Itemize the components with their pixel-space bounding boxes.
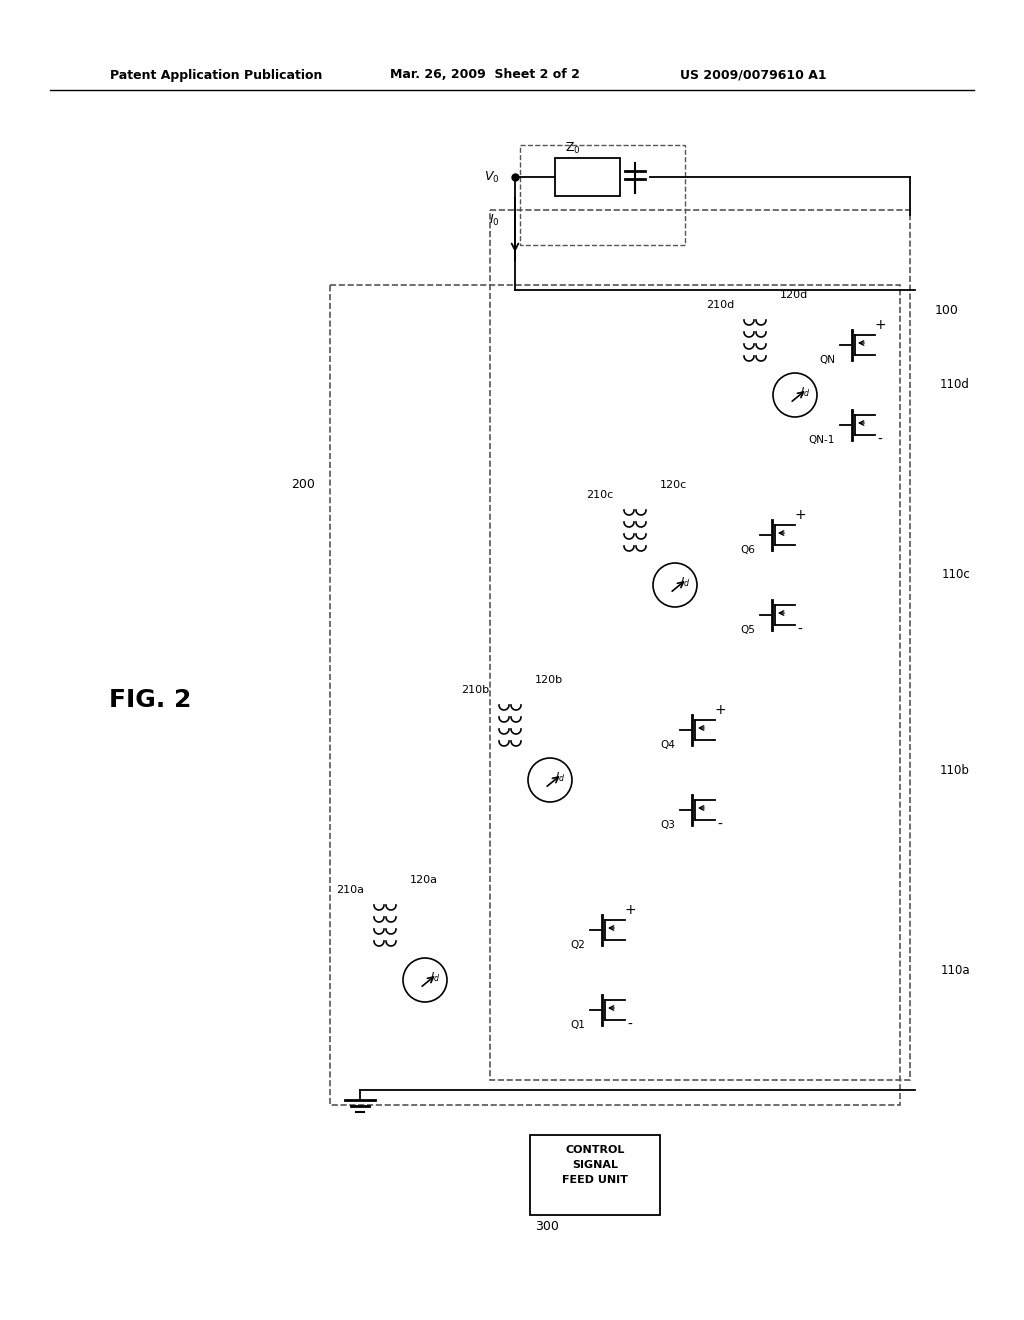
Text: -: - bbox=[628, 1018, 633, 1032]
Text: CONTROL: CONTROL bbox=[565, 1144, 625, 1155]
Text: Z$_0$: Z$_0$ bbox=[565, 140, 581, 156]
Text: $I_d$: $I_d$ bbox=[680, 576, 690, 589]
Text: +: + bbox=[874, 318, 886, 333]
Text: Q6: Q6 bbox=[740, 545, 755, 554]
Text: +: + bbox=[625, 903, 636, 917]
Text: 110d: 110d bbox=[940, 379, 970, 392]
Text: $I_d$: $I_d$ bbox=[430, 970, 440, 983]
Text: FEED UNIT: FEED UNIT bbox=[562, 1175, 628, 1185]
Text: 300: 300 bbox=[535, 1221, 559, 1233]
Text: 200: 200 bbox=[291, 479, 315, 491]
Text: $I_d$: $I_d$ bbox=[800, 385, 810, 399]
Text: Q3: Q3 bbox=[660, 820, 675, 830]
Text: Mar. 26, 2009  Sheet 2 of 2: Mar. 26, 2009 Sheet 2 of 2 bbox=[390, 69, 580, 82]
Text: -: - bbox=[878, 433, 883, 447]
Text: -: - bbox=[718, 818, 723, 832]
Text: 120b: 120b bbox=[535, 675, 563, 685]
Text: 210c: 210c bbox=[587, 490, 613, 500]
Bar bbox=[330, 285, 900, 1105]
Text: US 2009/0079610 A1: US 2009/0079610 A1 bbox=[680, 69, 826, 82]
Text: +: + bbox=[714, 704, 726, 717]
Text: Q4: Q4 bbox=[660, 741, 675, 750]
Text: 120a: 120a bbox=[410, 875, 438, 884]
Text: Q1: Q1 bbox=[570, 1020, 585, 1030]
Text: -: - bbox=[798, 623, 803, 638]
Text: 120d: 120d bbox=[780, 290, 808, 300]
Text: $I_d$: $I_d$ bbox=[555, 770, 565, 784]
Bar bbox=[490, 210, 910, 1080]
Text: +: + bbox=[795, 508, 806, 521]
Text: Q5: Q5 bbox=[740, 624, 755, 635]
Text: SIGNAL: SIGNAL bbox=[572, 1160, 618, 1170]
Text: 110a: 110a bbox=[940, 964, 970, 977]
Text: 120c: 120c bbox=[660, 480, 687, 490]
Bar bbox=[555, 158, 620, 195]
Text: 210b: 210b bbox=[461, 685, 489, 696]
Text: $I_0$: $I_0$ bbox=[489, 213, 500, 227]
Text: 110c: 110c bbox=[941, 569, 970, 582]
Text: 210a: 210a bbox=[336, 884, 364, 895]
Bar bbox=[520, 145, 685, 246]
Text: QN: QN bbox=[819, 355, 835, 366]
Text: 100: 100 bbox=[935, 304, 958, 317]
Bar bbox=[530, 1135, 660, 1214]
Text: Patent Application Publication: Patent Application Publication bbox=[110, 69, 323, 82]
Text: Q2: Q2 bbox=[570, 940, 585, 950]
Text: FIG. 2: FIG. 2 bbox=[109, 688, 191, 711]
Text: $V_0$: $V_0$ bbox=[484, 169, 500, 185]
Text: 210d: 210d bbox=[706, 300, 734, 310]
Text: 110b: 110b bbox=[940, 763, 970, 776]
Text: QN-1: QN-1 bbox=[809, 436, 835, 445]
